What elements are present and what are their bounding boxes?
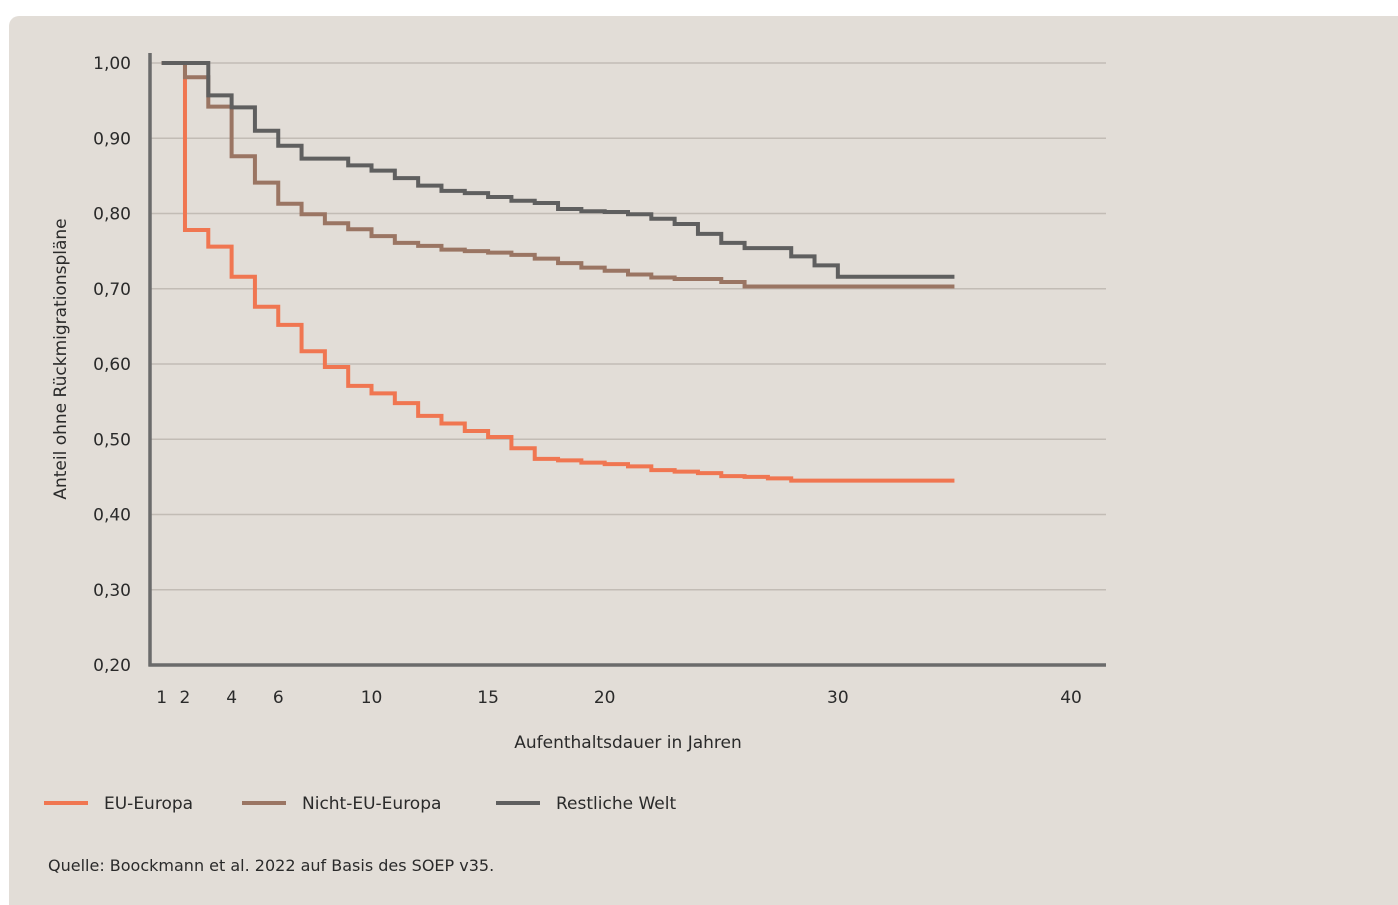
x-tick-label: 30 [827,688,849,708]
series-line-nicht-eu-europa [161,61,955,289]
y-tick-label: 0,80 [93,205,131,225]
x-tick-label: 2 [180,688,191,708]
x-tick-label: 6 [273,688,284,708]
x-tick-label: 10 [361,688,383,708]
legend-label: EU-Europa [104,794,193,814]
y-axis-title: Anteil ohne Rückmigrationspläne [51,218,71,499]
x-tick-label: 20 [594,688,616,708]
y-tick-label: 0,20 [93,656,131,676]
x-tick-labels: 1 2 4 6 10 15 20 30 40 [156,688,1082,708]
legend-label: Nicht-EU-Europa [302,794,441,814]
y-tick-labels: 0,20 0,30 0,40 0,50 0,60 0,70 0,80 0,90 1,00 [93,54,131,676]
y-tick-label: 0,90 [93,129,131,149]
legend: EU-Europa Nicht-EU-Europa Restliche Welt [44,794,676,814]
x-tick-label: 4 [226,688,237,708]
chart-panel [9,16,1398,905]
series-lines [161,61,955,483]
y-tick-label: 1,00 [93,54,131,74]
y-tick-label: 0,60 [93,355,131,375]
x-axis-title: Aufenthaltsdauer in Jahren [514,733,742,753]
x-tick-label: 1 [156,688,167,708]
legend-label: Restliche Welt [556,794,676,814]
y-tick-label: 0,30 [93,581,131,601]
source-note: Quelle: Boockmann et al. 2022 auf Basis … [48,856,494,875]
x-tick-label: 15 [477,688,499,708]
x-tick-label: 40 [1060,688,1082,708]
y-tick-label: 0,40 [93,506,131,526]
axes [148,53,1106,667]
series-line-eu-europa [161,61,955,483]
series-line-restliche-welt [161,61,955,279]
y-tick-label: 0,50 [93,430,131,450]
y-tick-label: 0,70 [93,280,131,300]
